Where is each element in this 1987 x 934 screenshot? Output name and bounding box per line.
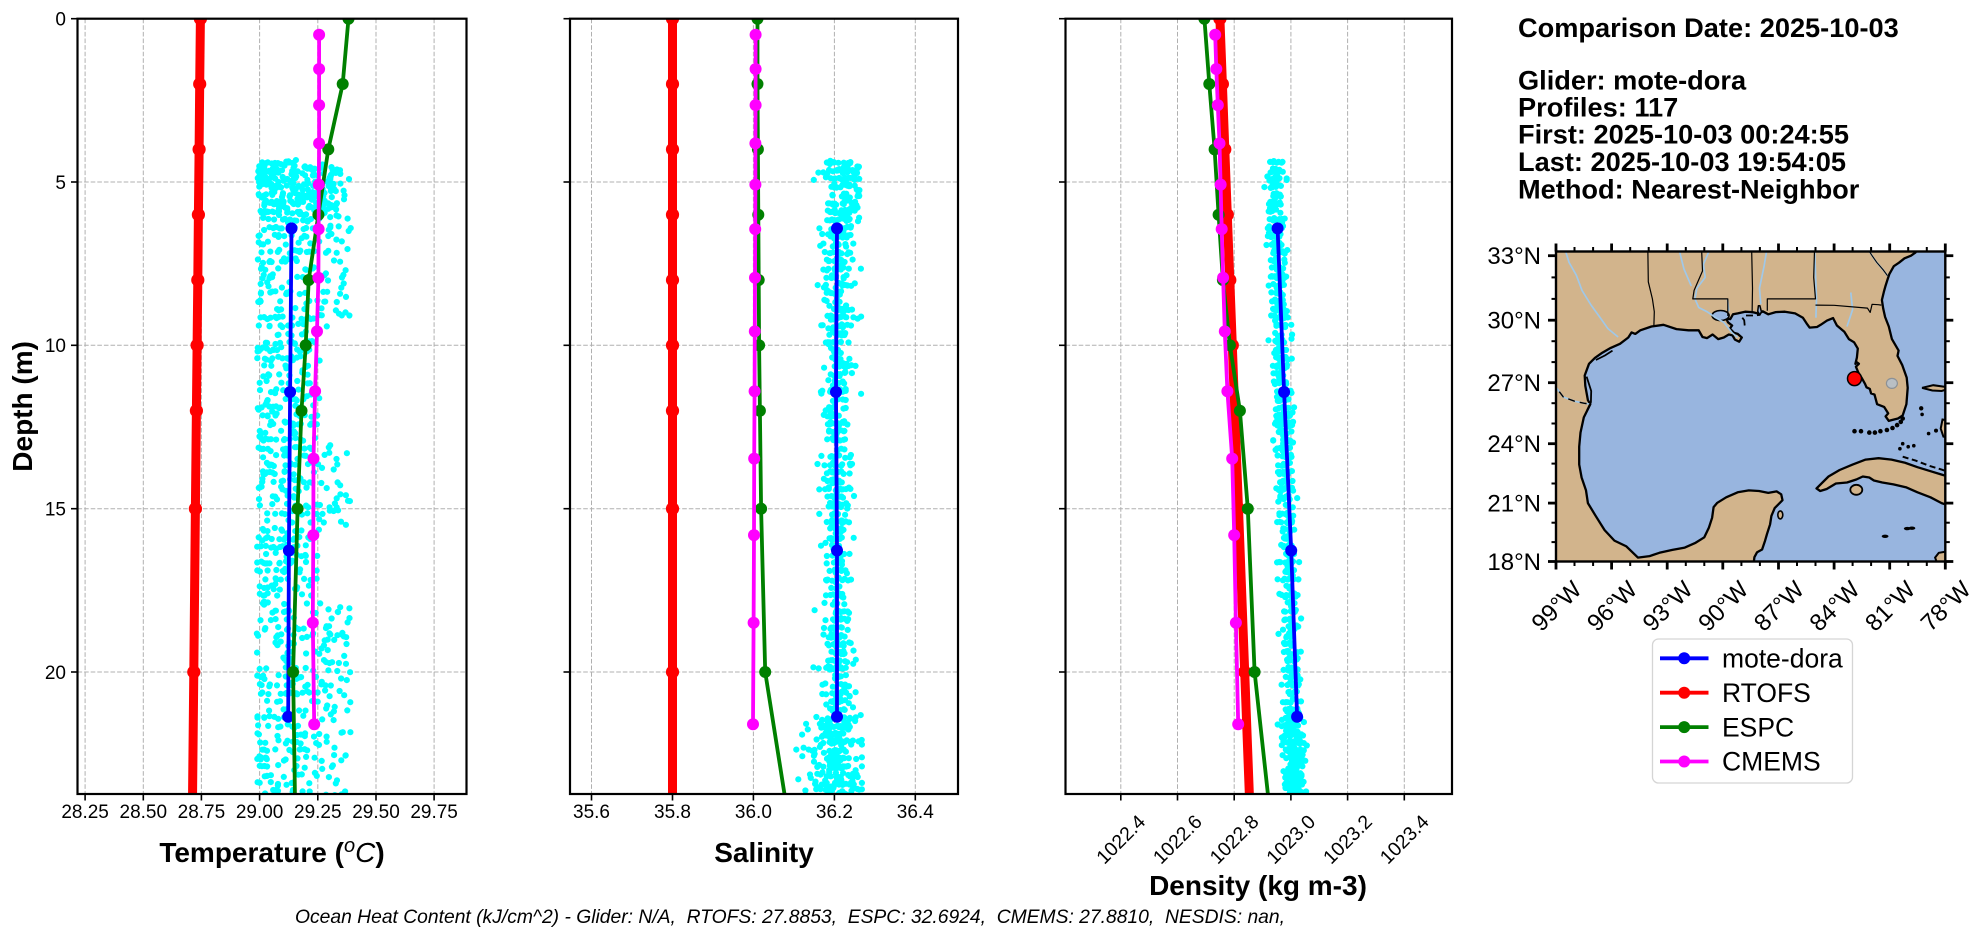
svg-text:Depth (m): Depth (m): [7, 341, 38, 472]
svg-text:29.00: 29.00: [236, 802, 284, 823]
svg-text:ESPC: ESPC: [1722, 712, 1794, 742]
svg-text:20: 20: [45, 663, 66, 684]
svg-text:18°N: 18°N: [1487, 549, 1541, 576]
svg-text:36.2: 36.2: [816, 802, 853, 823]
svg-text:RTOFS: RTOFS: [1722, 678, 1811, 708]
svg-text:Salinity: Salinity: [714, 837, 814, 868]
svg-text:10: 10: [45, 336, 66, 357]
svg-text:5: 5: [55, 173, 66, 194]
svg-text:Glider: mote-dora: Glider: mote-dora: [1518, 65, 1747, 96]
svg-text:35.6: 35.6: [573, 802, 610, 823]
svg-text:29.75: 29.75: [410, 802, 458, 823]
svg-text:28.50: 28.50: [120, 802, 168, 823]
svg-text:30°N: 30°N: [1487, 308, 1541, 335]
svg-text:24°N: 24°N: [1487, 431, 1541, 458]
svg-text:28.25: 28.25: [61, 802, 109, 823]
svg-text:21°N: 21°N: [1487, 491, 1541, 518]
svg-text:Density (kg m-3): Density (kg m-3): [1149, 870, 1367, 901]
svg-text:15: 15: [45, 500, 66, 521]
svg-text:Ocean Heat Content (kJ/cm^2) -: Ocean Heat Content (kJ/cm^2) - Glider: N…: [295, 907, 1285, 928]
svg-text:27°N: 27°N: [1487, 370, 1541, 397]
svg-text:Method: Nearest-Neighbor: Method: Nearest-Neighbor: [1518, 174, 1860, 205]
svg-text:36.0: 36.0: [735, 802, 772, 823]
svg-text:29.50: 29.50: [352, 802, 400, 823]
svg-text:Comparison Date: 2025-10-03: Comparison Date: 2025-10-03: [1518, 12, 1899, 43]
svg-text:0: 0: [55, 10, 66, 31]
svg-text:CMEMS: CMEMS: [1722, 747, 1821, 777]
svg-text:35.8: 35.8: [654, 802, 691, 823]
svg-text:Last: 2025-10-03 19:54:05: Last: 2025-10-03 19:54:05: [1518, 146, 1846, 177]
svg-text:36.4: 36.4: [897, 802, 934, 823]
svg-text:Profiles: 117: Profiles: 117: [1518, 92, 1678, 123]
svg-text:33°N: 33°N: [1487, 243, 1541, 270]
svg-text:28.75: 28.75: [178, 802, 226, 823]
svg-text:29.25: 29.25: [294, 802, 342, 823]
svg-text:First: 2025-10-03 00:24:55: First: 2025-10-03 00:24:55: [1518, 119, 1849, 150]
svg-text:mote-dora: mote-dora: [1722, 644, 1843, 674]
